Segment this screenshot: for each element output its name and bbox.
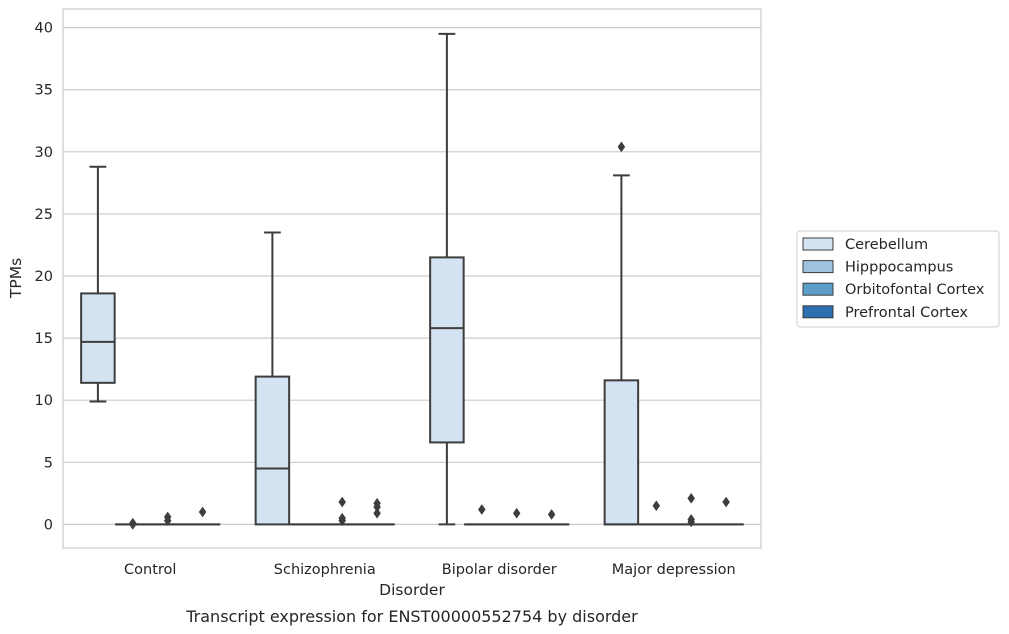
outlier-point	[512, 507, 521, 519]
box-plot	[429, 32, 465, 526]
box-plot	[324, 496, 360, 527]
x-axis-label: Disorder	[379, 581, 445, 599]
box	[80, 292, 116, 384]
legend-label: Hipppocampus	[845, 260, 953, 276]
x-tick-label: Bipolar disorder	[442, 562, 557, 578]
y-tick-label: 15	[35, 331, 53, 347]
box-plot	[254, 231, 291, 526]
chart-caption: Transcript expression for ENST0000055275…	[185, 607, 638, 626]
box	[603, 379, 640, 526]
grid-lines	[63, 27, 761, 526]
outlier-point	[198, 506, 207, 518]
y-tick-label: 40	[35, 21, 53, 37]
legend: Cerebellum Hipppocampus Orbitofontal Corte…	[796, 230, 1000, 328]
box-plot	[184, 506, 221, 526]
x-tick-label: Control	[124, 562, 176, 578]
outlier-point	[722, 496, 730, 508]
legend-swatch	[802, 282, 834, 296]
legend-swatch	[802, 237, 834, 251]
legend-swatch	[802, 305, 834, 319]
box-plot	[603, 141, 640, 526]
outlier-point	[128, 517, 137, 529]
box-plot	[115, 517, 151, 530]
outlier-point	[373, 497, 381, 509]
box-plot	[673, 492, 709, 528]
box	[254, 375, 291, 526]
outlier-point	[547, 509, 556, 520]
box-plot	[80, 165, 116, 403]
box-plots	[80, 32, 744, 530]
box-plot	[533, 509, 570, 526]
legend-label: Orbitofontal Cortex	[845, 282, 985, 298]
outlier-point	[477, 504, 486, 515]
box-plot	[498, 507, 535, 526]
box	[429, 256, 465, 444]
legend-label: Prefrontal Cortex	[845, 305, 968, 321]
y-tick-label: 25	[35, 207, 53, 223]
box-plot	[149, 511, 186, 527]
y-axis-ticks: 0 5 10 15 20 25 30 35 40	[35, 21, 53, 534]
y-tick-label: 5	[44, 455, 53, 471]
plot-frame	[62, 8, 762, 549]
x-tick-label: Major depression	[612, 562, 736, 578]
outlier-point	[338, 512, 347, 524]
y-axis-label: TPMs	[7, 258, 25, 299]
box-plot	[359, 497, 395, 526]
x-tick-label: Schizophrenia	[274, 562, 376, 578]
y-tick-label: 20	[35, 269, 53, 285]
legend-frame	[796, 230, 1000, 328]
outlier-point	[652, 500, 661, 512]
box-plot	[708, 496, 744, 526]
legend-swatch	[802, 260, 834, 274]
legend-items: Cerebellum Hipppocampus Orbitofontal Corte…	[802, 237, 985, 321]
y-tick-label: 35	[35, 83, 53, 99]
outlier-point	[163, 511, 172, 523]
y-tick-label: 10	[35, 393, 53, 409]
y-tick-label: 30	[35, 145, 53, 161]
box-plot	[464, 504, 500, 526]
box-plot	[638, 500, 675, 526]
outlier-point	[373, 507, 381, 519]
outlier-point	[687, 513, 696, 525]
outlier-point	[687, 492, 696, 504]
x-axis-ticks: Control Schizophrenia Bipolar disorder Majo…	[124, 562, 736, 578]
outlier-point	[617, 141, 626, 153]
legend-label: Cerebellum	[845, 237, 928, 253]
y-tick-label: 0	[44, 517, 53, 533]
outlier-point	[338, 496, 347, 508]
